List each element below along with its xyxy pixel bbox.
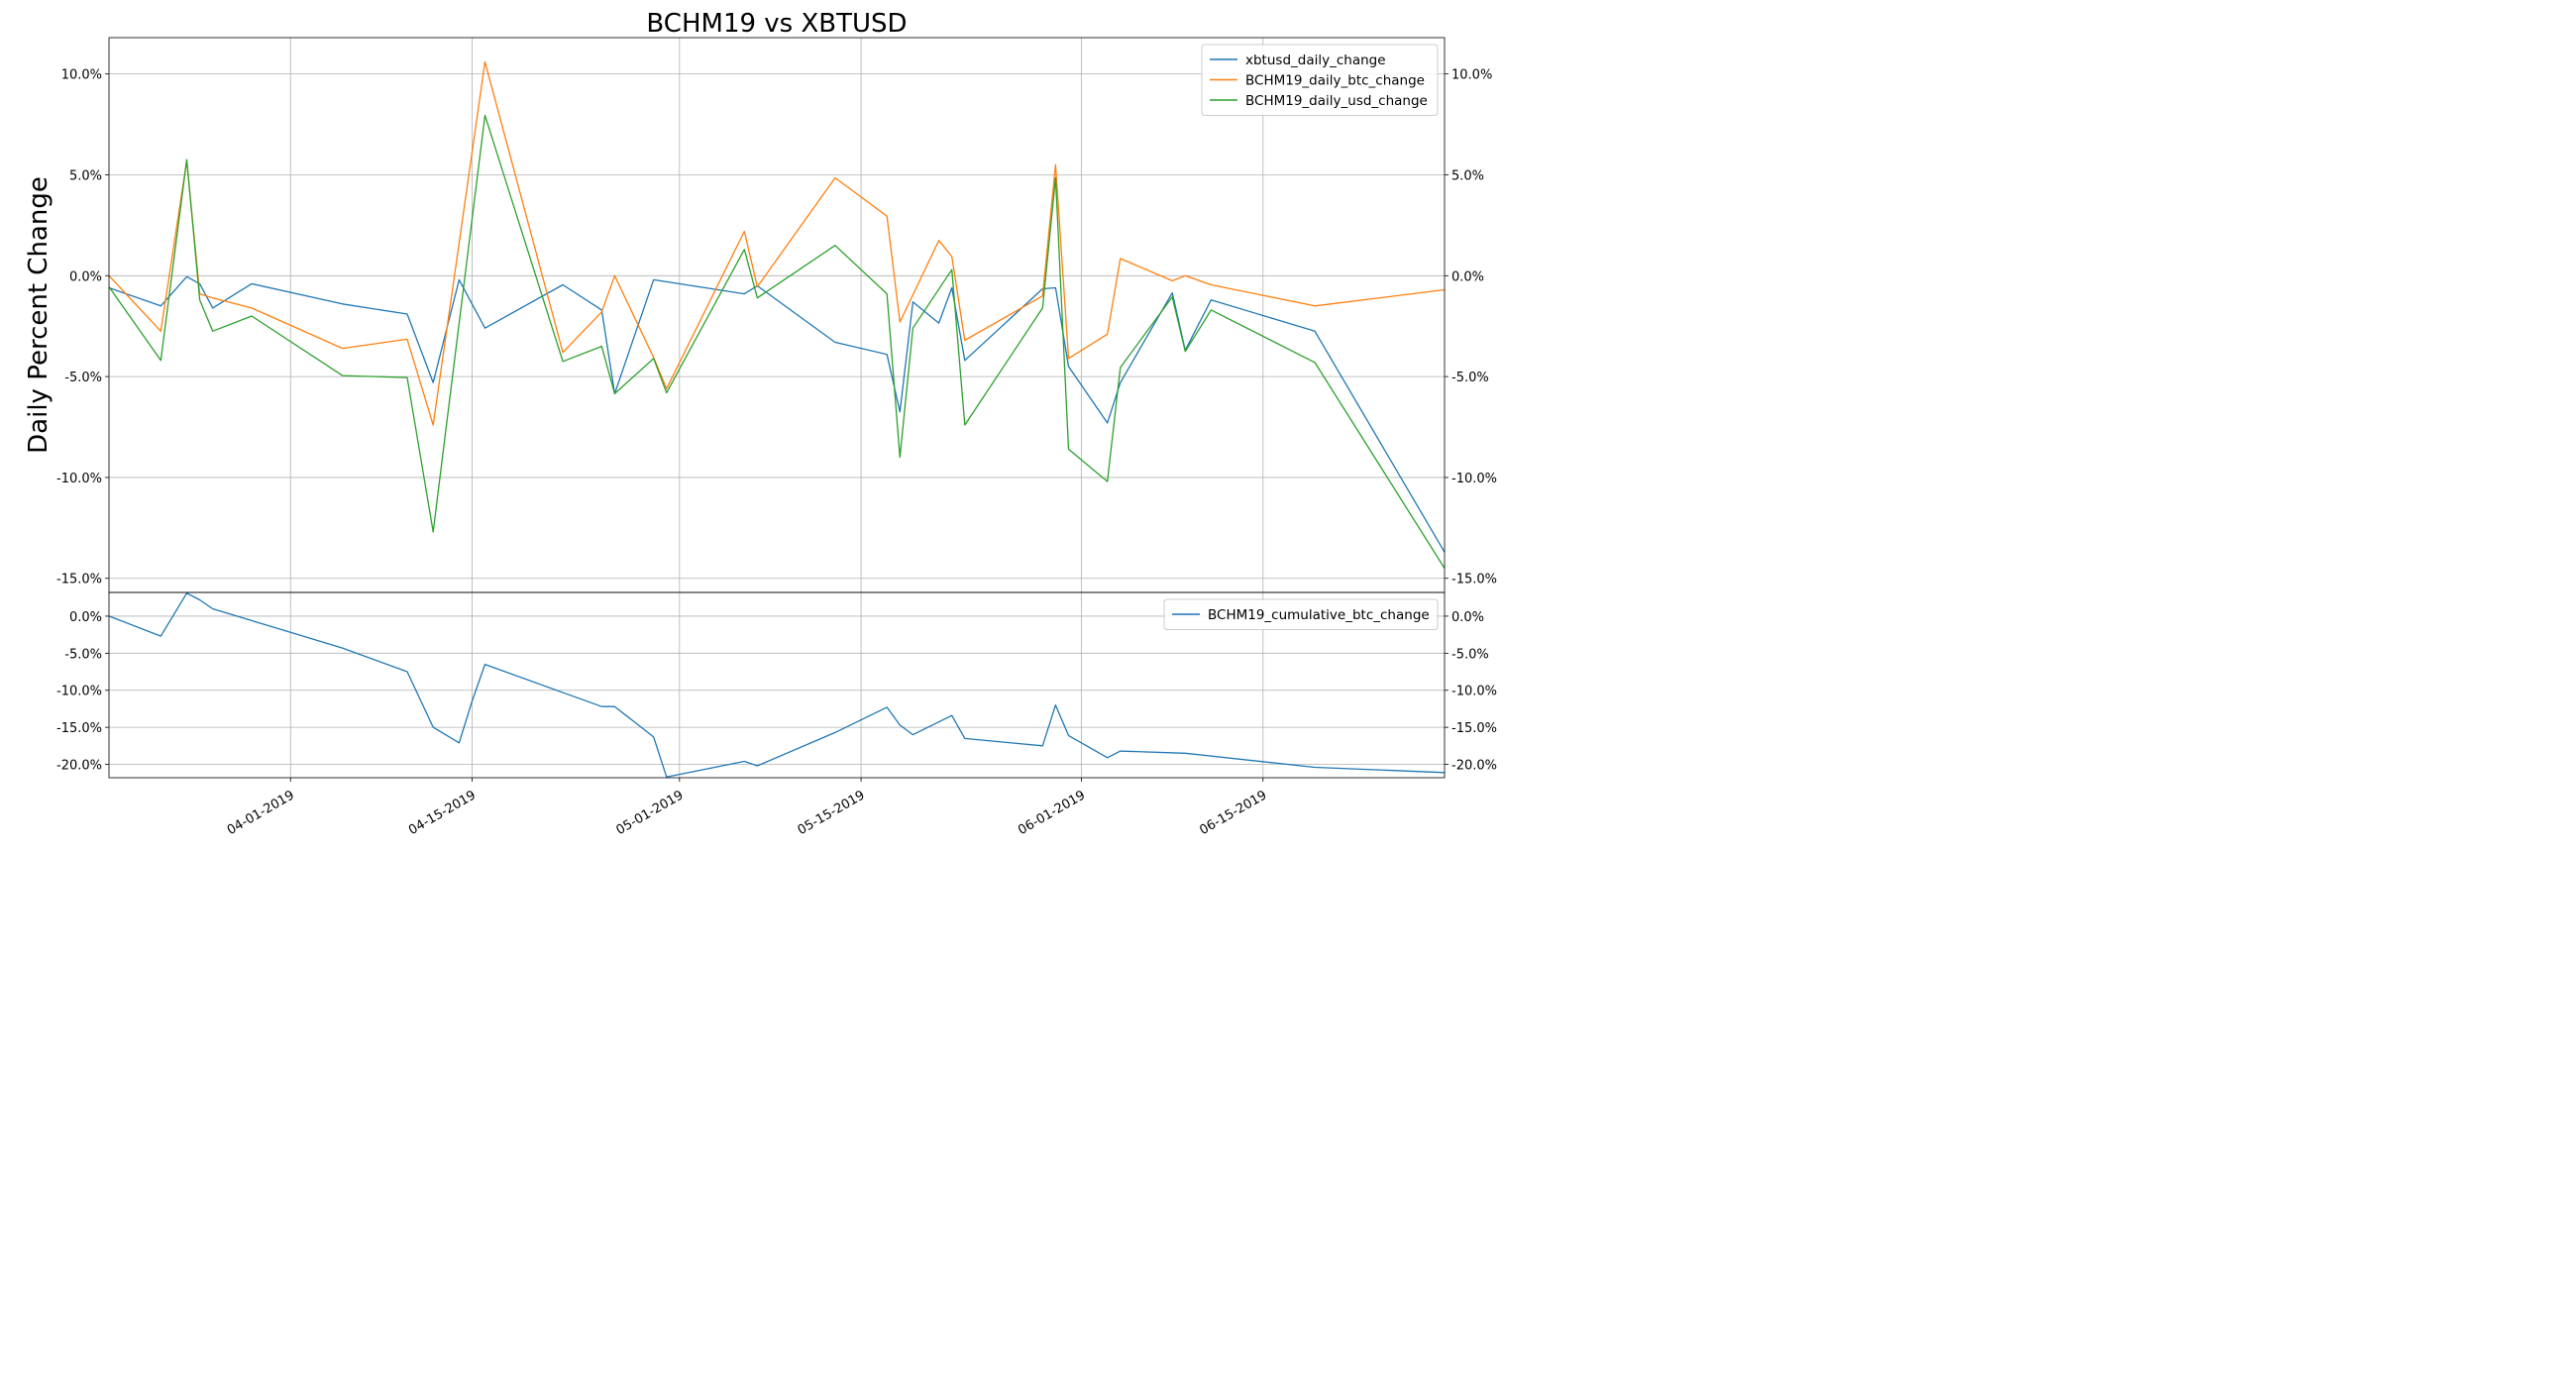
bottom-plot-frame bbox=[108, 591, 1446, 779]
xtick-label-5: 06-15-2019 bbox=[1197, 788, 1269, 838]
top-legend-label-2: BCHM19_daily_usd_change bbox=[1245, 93, 1428, 109]
top-series-line-0 bbox=[108, 275, 1446, 553]
top-ytick-label-left-5: -15.0% bbox=[56, 573, 102, 587]
xtick-label-4: 06-01-2019 bbox=[1016, 788, 1088, 838]
chart-title: BCHM19 vs XBTUSD bbox=[646, 9, 907, 39]
bottom-ytick-label-left-3: -15.0% bbox=[56, 721, 102, 736]
bottom-legend-box bbox=[1163, 598, 1439, 630]
top-ytick-label-right-1: 5.0% bbox=[1451, 168, 1484, 183]
top-ytick-label-right-3: -5.0% bbox=[1451, 371, 1489, 385]
top-ytick-label-right-0: 10.0% bbox=[1451, 68, 1492, 83]
top-plot: 10.0% 10.0% 5.0% 5.0% 0.0% 0.0% -5.0% -5.0% -10.… bbox=[56, 37, 1497, 593]
top-ytick-label-left-3: -5.0% bbox=[64, 371, 102, 385]
xtick-label-3: 05-15-2019 bbox=[796, 788, 868, 838]
bottom-ytick-label-left-2: -10.0% bbox=[56, 685, 102, 699]
bottom-ytick-label-right-1: -5.0% bbox=[1451, 647, 1489, 662]
bottom-ytick-label-right-0: 0.0% bbox=[1451, 610, 1484, 625]
xtick-label-0: 04-01-2019 bbox=[225, 788, 297, 838]
bottom-series-line-0 bbox=[108, 592, 1446, 778]
chart-svg: BCHM19 vs XBTUSD Daily Percent Change 10… bbox=[24, 9, 1497, 838]
figure: BCHM19 vs XBTUSD Daily Percent Change 10… bbox=[0, 0, 1532, 843]
top-series-line-2 bbox=[108, 114, 1446, 569]
bottom-ytick-label-right-3: -15.0% bbox=[1451, 721, 1497, 736]
bottom-ytick-label-left-4: -20.0% bbox=[56, 759, 102, 774]
top-series-line-1 bbox=[108, 60, 1446, 426]
top-legend-label-1: BCHM19_daily_btc_change bbox=[1245, 73, 1425, 89]
top-legend: xbtusd_daily_change BCHM19_daily_btc_chan… bbox=[1201, 44, 1439, 116]
bottom-legend-label-0: BCHM19_cumulative_btc_change bbox=[1208, 607, 1430, 623]
xtick-label-2: 05-01-2019 bbox=[613, 788, 686, 838]
top-ytick-label-right-5: -15.0% bbox=[1451, 573, 1497, 587]
bottom-ytick-label-left-1: -5.0% bbox=[64, 647, 102, 662]
top-legend-box bbox=[1201, 44, 1439, 116]
top-ytick-label-left-1: 5.0% bbox=[69, 168, 102, 183]
top-ytick-label-right-4: -10.0% bbox=[1451, 472, 1497, 486]
bottom-ytick-label-right-2: -10.0% bbox=[1451, 685, 1497, 699]
top-ytick-label-left-2: 0.0% bbox=[69, 269, 102, 284]
top-ytick-label-left-4: -10.0% bbox=[56, 472, 102, 486]
xtick-label-1: 04-15-2019 bbox=[406, 788, 479, 838]
top-legend-label-0: xbtusd_daily_change bbox=[1245, 53, 1386, 68]
bottom-plot: 0.0% 0.0% -5.0% -5.0% -10.0% -10.0% -15.0% -15.… bbox=[56, 591, 1497, 838]
top-ytick-label-left-0: 10.0% bbox=[61, 68, 102, 83]
top-plot-frame bbox=[108, 37, 1446, 593]
y-axis-label: Daily Percent Change bbox=[24, 176, 54, 454]
top-ytick-label-right-2: 0.0% bbox=[1451, 269, 1484, 284]
bottom-ytick-label-left-0: 0.0% bbox=[69, 610, 102, 625]
bottom-legend: BCHM19_cumulative_btc_change bbox=[1163, 598, 1439, 630]
bottom-ytick-label-right-4: -20.0% bbox=[1451, 759, 1497, 774]
